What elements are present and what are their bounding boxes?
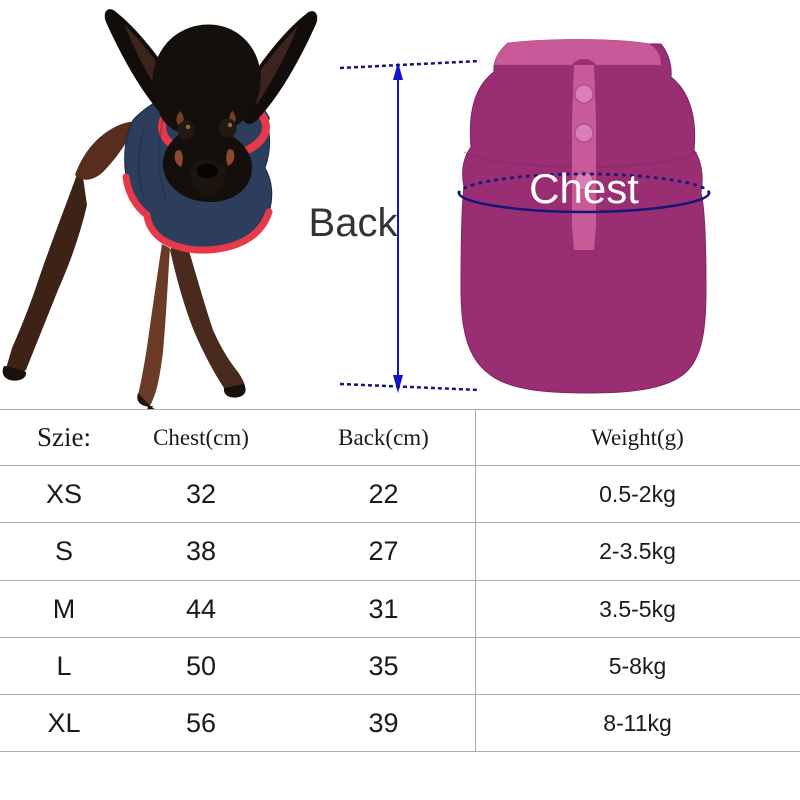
svg-text:Chest: Chest [529, 165, 639, 212]
svg-text:Back: Back [309, 201, 399, 245]
